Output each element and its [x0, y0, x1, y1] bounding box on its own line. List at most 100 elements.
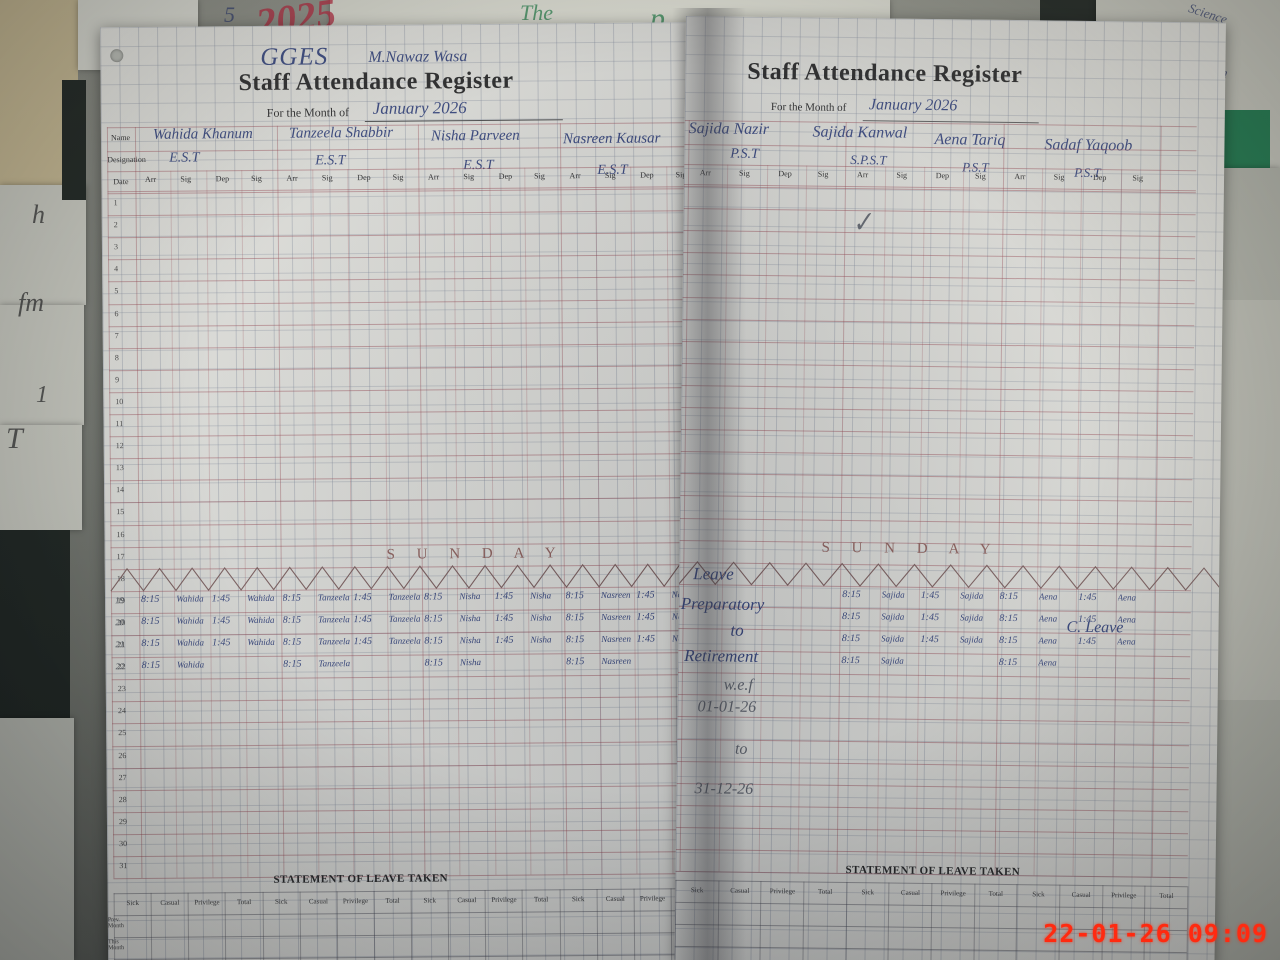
- entry-signature: Nisha: [459, 635, 481, 646]
- entry-time: 1:45: [920, 589, 940, 601]
- attendance-register-book: GGES M.Nawaz Wasa Staff Attendance Regis…: [78, 8, 1226, 960]
- entry-signature: Wahida: [247, 636, 275, 648]
- punch-hole: [110, 49, 124, 63]
- entry-time: 1:45: [1077, 613, 1097, 625]
- staff-designation-1: E.S.T: [169, 150, 200, 166]
- subheader-cell: Sig: [321, 173, 333, 183]
- right-month-label: For the Month of: [770, 101, 847, 114]
- subheader-cell: Arr: [427, 172, 440, 182]
- entry-signature: Sajida: [959, 634, 983, 645]
- entry-time: 8:15: [423, 591, 443, 603]
- entry-signature: Tanzeela: [388, 613, 421, 624]
- date-cell: 10: [115, 397, 124, 407]
- entry-time: 8:15: [998, 656, 1018, 669]
- leave-column-header: Privilege: [1111, 891, 1137, 900]
- leave-column-header: Casual: [900, 888, 921, 897]
- subheader-cell: Dep: [357, 172, 371, 183]
- bg-note-h: h: [32, 200, 45, 229]
- entry-time: 1:45: [920, 633, 939, 646]
- subheader-cell: Dep: [498, 171, 513, 181]
- date-cell: 28: [118, 794, 127, 804]
- leave-column-header: Total: [1159, 891, 1174, 901]
- entry-date: 20: [115, 617, 125, 628]
- entry-time: 8:15: [565, 589, 584, 602]
- entry-signature: Aena: [1038, 613, 1058, 624]
- entry-signature: Sajida: [881, 611, 905, 622]
- entry-time: 8:15: [424, 613, 443, 625]
- subheader-cell: Sig: [463, 172, 475, 182]
- entry-signature: Sajida: [880, 655, 904, 666]
- entry-date: 19: [114, 594, 125, 605]
- leave-column-header: Sick: [423, 896, 436, 905]
- entry-time: 8:15: [998, 634, 1018, 647]
- subheader-cell: Arr: [857, 170, 869, 180]
- date-cell: 30: [119, 838, 128, 849]
- bg-note-the: The: [520, 0, 553, 25]
- entry-time: 8:15: [999, 612, 1018, 624]
- right-staff-name-2: Sajida Kanwal: [812, 123, 908, 142]
- entry-signature: Wahida: [176, 593, 204, 604]
- date-cell: 27: [118, 772, 127, 782]
- subheader-cell: Arr: [145, 174, 157, 184]
- month-label: For the Month of: [266, 105, 350, 120]
- entry-signature: Aena: [1038, 591, 1058, 602]
- subheader-cell: Sig: [817, 169, 829, 179]
- leave-column-header: Casual: [1071, 890, 1091, 900]
- leave-row-label: Prev. Month: [107, 917, 124, 930]
- subheader-cell: Sig: [180, 174, 192, 184]
- entry-time: 1:45: [494, 590, 514, 602]
- date-label: Date: [113, 177, 129, 187]
- date-cell: 8: [114, 352, 119, 362]
- entry-signature: Nasreen: [600, 589, 631, 600]
- school-name: GGES: [260, 43, 329, 71]
- entry-time: 1:45: [212, 637, 231, 649]
- entry-time: 8:15: [841, 632, 861, 645]
- leave-column-header: Total: [236, 898, 252, 907]
- leave-column-header: Total: [988, 889, 1003, 898]
- staff-name-3: Nisha Parveen: [430, 127, 520, 145]
- date-cell: 2: [113, 220, 118, 230]
- right-leave-statement-title: STATEMENT OF LEAVE TAKEN: [845, 864, 1021, 879]
- entry-signature: Wahida: [176, 615, 204, 626]
- subheader-cell: Arr: [286, 173, 298, 183]
- entry-time: 8:15: [424, 635, 443, 647]
- bg-note-t: T: [6, 422, 23, 455]
- entry-time: 8:15: [282, 614, 302, 626]
- date-cell: 26: [118, 750, 127, 760]
- leave-column-header: Total: [385, 896, 400, 905]
- subheader-cell: Sig: [975, 171, 986, 181]
- entry-time: 1:45: [495, 634, 514, 646]
- date-cell: 3: [113, 242, 118, 252]
- month-value: January 2026: [372, 98, 467, 118]
- subheader-cell: Dep: [1093, 172, 1107, 183]
- date-cell: 23: [117, 684, 126, 694]
- leave-column-header: Casual: [457, 896, 477, 905]
- entry-time: 8:15: [282, 592, 301, 604]
- entry-date: 21: [115, 639, 125, 650]
- entry-signature: Tanzeela: [388, 635, 421, 646]
- entry-signature: Nisha: [459, 590, 481, 601]
- entry-signature: Nasreen: [601, 611, 631, 622]
- entry-signature: Nisha: [459, 657, 482, 668]
- entry-time: 8:15: [565, 634, 585, 646]
- leave-column-header: Sick: [274, 897, 288, 906]
- entry-signature: Tanzeela: [318, 614, 350, 625]
- designation-label: Designation: [107, 154, 146, 165]
- name-label: Name: [110, 133, 131, 143]
- leave-column-header: Privilege: [769, 887, 796, 896]
- right-month-value: January 2026: [868, 96, 958, 115]
- entry-date: 22: [115, 661, 125, 672]
- entry-time: 8:15: [842, 588, 861, 600]
- subheader-cell: Sig: [534, 171, 545, 181]
- date-cell: 12: [115, 441, 124, 451]
- date-cell: 16: [116, 529, 125, 539]
- entry-signature: Wahida: [176, 659, 205, 670]
- background-dark-patch-left: [0, 530, 70, 720]
- entry-signature: Aena: [1116, 636, 1136, 647]
- entry-time: 1:45: [494, 612, 514, 624]
- subheader-cell: Sig: [1053, 172, 1065, 182]
- background-paper-3: [0, 425, 82, 530]
- subheader-cell: Sig: [392, 172, 404, 182]
- background-paper-1: [0, 185, 86, 305]
- entry-time: 1:45: [1077, 635, 1097, 648]
